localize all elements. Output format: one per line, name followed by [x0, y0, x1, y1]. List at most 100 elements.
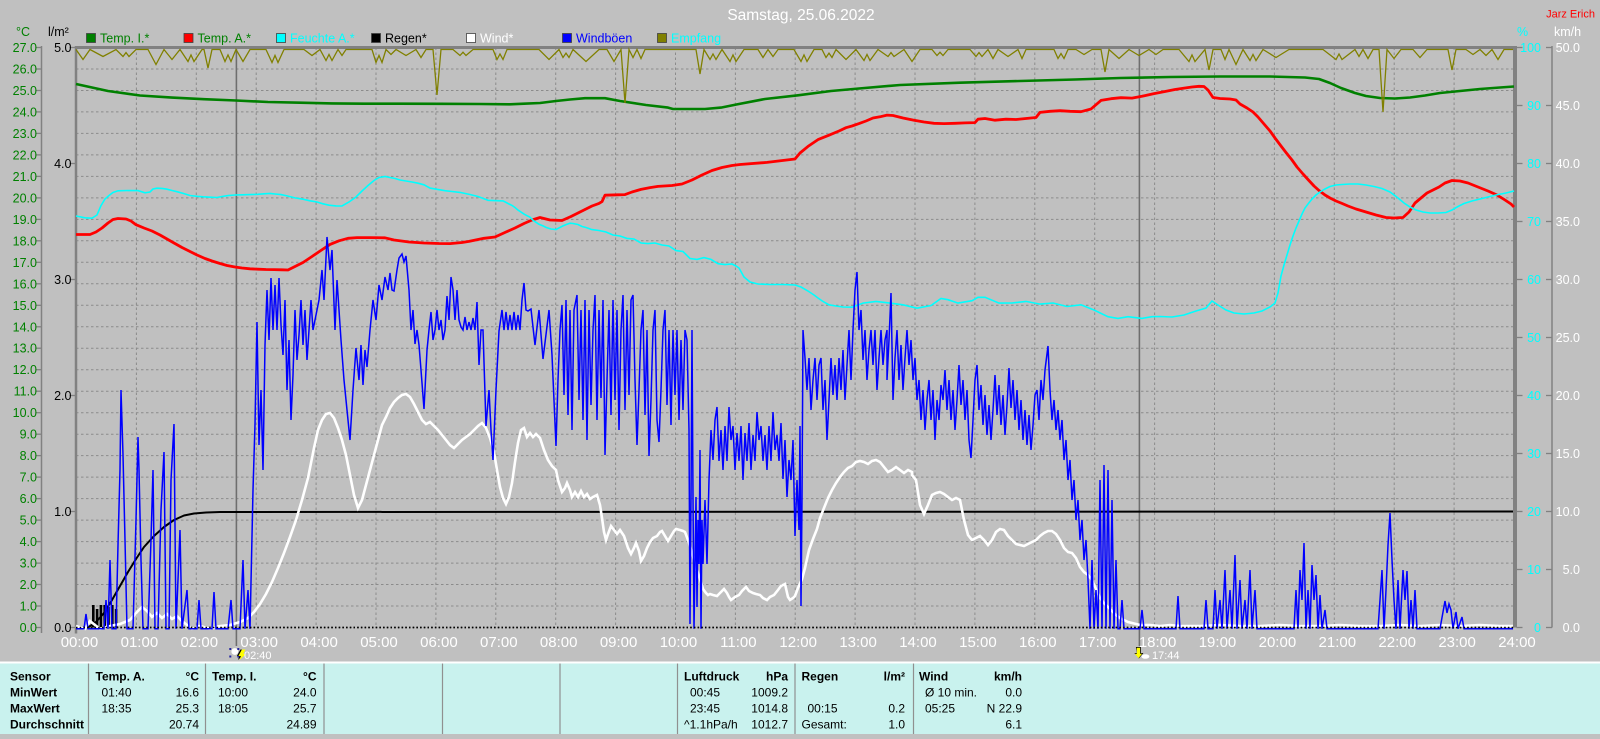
svg-text:18:35: 18:35: [102, 702, 132, 716]
svg-text:3.0: 3.0: [20, 557, 37, 571]
svg-text:14:00: 14:00: [899, 634, 937, 651]
svg-text:km/h: km/h: [1554, 25, 1581, 39]
svg-text:2.0: 2.0: [20, 578, 37, 592]
svg-text:1014.8: 1014.8: [751, 702, 788, 716]
svg-text:05:00: 05:00: [360, 634, 398, 651]
svg-text:km/h: km/h: [994, 670, 1022, 684]
svg-text:Feuchte A.*: Feuchte A.*: [290, 32, 355, 46]
svg-text:°C: °C: [16, 25, 30, 39]
svg-text:11.0: 11.0: [14, 385, 37, 399]
svg-text:Windböen: Windböen: [576, 32, 632, 46]
svg-text:50: 50: [1527, 331, 1541, 345]
svg-text:01:40: 01:40: [102, 686, 132, 700]
svg-text:hPa: hPa: [766, 670, 788, 684]
svg-text:25.3: 25.3: [176, 702, 200, 716]
svg-text:20: 20: [1527, 505, 1541, 519]
svg-text:20.0: 20.0: [1556, 389, 1580, 403]
svg-text:25.0: 25.0: [1556, 331, 1580, 345]
svg-text:10.0: 10.0: [1556, 505, 1580, 519]
svg-text:02:00: 02:00: [181, 634, 219, 651]
svg-text:40.0: 40.0: [1556, 157, 1580, 171]
svg-text:0.0: 0.0: [20, 621, 37, 635]
svg-text:50.0: 50.0: [1556, 41, 1580, 55]
svg-text:Regen: Regen: [802, 670, 839, 684]
svg-text:9.0: 9.0: [20, 428, 37, 442]
svg-text:17:44: 17:44: [1152, 650, 1180, 662]
svg-text:21:00: 21:00: [1319, 634, 1357, 651]
svg-text:0.0: 0.0: [1005, 686, 1022, 700]
svg-text:4.0: 4.0: [20, 535, 37, 549]
svg-text:°C: °C: [186, 670, 200, 684]
svg-text:5.0: 5.0: [54, 41, 71, 55]
svg-text:15:00: 15:00: [959, 634, 997, 651]
svg-text:Temp. I.*: Temp. I.*: [100, 32, 149, 46]
svg-text:1012.7: 1012.7: [751, 718, 788, 732]
svg-text:00:15: 00:15: [808, 702, 838, 716]
svg-text:30: 30: [1527, 447, 1541, 461]
svg-text:16.6: 16.6: [176, 686, 200, 700]
svg-text:05:25: 05:25: [925, 702, 955, 716]
svg-text:Temp. A.: Temp. A.: [96, 670, 145, 684]
svg-text:12.0: 12.0: [13, 363, 37, 377]
svg-text:16.0: 16.0: [13, 277, 37, 291]
svg-text:24.0: 24.0: [13, 105, 37, 119]
svg-text:1.0: 1.0: [888, 718, 905, 732]
svg-text:15.0: 15.0: [1556, 447, 1580, 461]
svg-text:25.7: 25.7: [293, 702, 317, 716]
svg-text:1009.2: 1009.2: [751, 686, 788, 700]
svg-text:11:00: 11:00: [720, 634, 756, 651]
svg-text:Luftdruck: Luftdruck: [684, 670, 740, 684]
svg-text:1.0: 1.0: [20, 600, 37, 614]
svg-text:35.0: 35.0: [1556, 215, 1580, 229]
svg-text:l/m²: l/m²: [48, 25, 69, 39]
svg-text:10:00: 10:00: [218, 686, 248, 700]
svg-text:6.0: 6.0: [20, 492, 37, 506]
svg-text:l/m²: l/m²: [884, 670, 905, 684]
svg-text:Sensor: Sensor: [10, 670, 51, 684]
svg-text:5.0: 5.0: [20, 514, 37, 528]
svg-text:26.0: 26.0: [13, 63, 37, 77]
svg-text:10: 10: [1527, 563, 1541, 577]
svg-text:24.0: 24.0: [293, 686, 317, 700]
svg-text:Temp. I.: Temp. I.: [212, 670, 256, 684]
svg-text:1.0: 1.0: [54, 505, 71, 519]
svg-text:Regen*: Regen*: [385, 32, 427, 46]
svg-text:16:00: 16:00: [1019, 634, 1057, 651]
svg-text:18:00: 18:00: [1139, 634, 1177, 651]
svg-text:0: 0: [1534, 621, 1541, 635]
svg-text:22.0: 22.0: [13, 148, 37, 162]
svg-text:70: 70: [1527, 215, 1541, 229]
svg-text:Wind: Wind: [919, 670, 948, 684]
svg-text:25.0: 25.0: [13, 84, 37, 98]
svg-text:00:00: 00:00: [61, 634, 99, 651]
svg-text:21.0: 21.0: [13, 170, 37, 184]
svg-text:MinWert: MinWert: [10, 686, 57, 700]
svg-text:00:45: 00:45: [690, 686, 720, 700]
svg-text:22:00: 22:00: [1378, 634, 1416, 651]
svg-text:30.0: 30.0: [1556, 273, 1580, 287]
svg-text:80: 80: [1527, 157, 1541, 171]
svg-text:^1.1hPa/h: ^1.1hPa/h: [684, 718, 738, 732]
svg-text:24:00: 24:00: [1498, 634, 1536, 651]
svg-text:12:00: 12:00: [779, 634, 817, 651]
svg-text:20:00: 20:00: [1259, 634, 1297, 651]
svg-text:Jarz Erich: Jarz Erich: [1546, 9, 1595, 21]
svg-text:45.0: 45.0: [1556, 99, 1580, 113]
svg-text:Samstag, 25.06.2022: Samstag, 25.06.2022: [727, 7, 874, 24]
svg-text:0.2: 0.2: [888, 702, 905, 716]
svg-text:Gesamt:: Gesamt:: [802, 718, 847, 732]
svg-text:10:00: 10:00: [660, 634, 698, 651]
svg-text:23:45: 23:45: [690, 702, 720, 716]
svg-text:04:00: 04:00: [300, 634, 338, 651]
svg-text:18:05: 18:05: [218, 702, 248, 716]
svg-text:17.0: 17.0: [13, 256, 37, 270]
svg-text:2.0: 2.0: [54, 389, 71, 403]
svg-text:Empfang: Empfang: [671, 32, 721, 46]
svg-text:3.0: 3.0: [54, 273, 71, 287]
svg-text:27.0: 27.0: [13, 41, 37, 55]
svg-text:19:00: 19:00: [1199, 634, 1237, 651]
svg-text:8.0: 8.0: [20, 449, 37, 463]
svg-text:15.0: 15.0: [13, 299, 37, 313]
svg-text:24.89: 24.89: [286, 718, 316, 732]
svg-text:%: %: [1517, 25, 1528, 39]
